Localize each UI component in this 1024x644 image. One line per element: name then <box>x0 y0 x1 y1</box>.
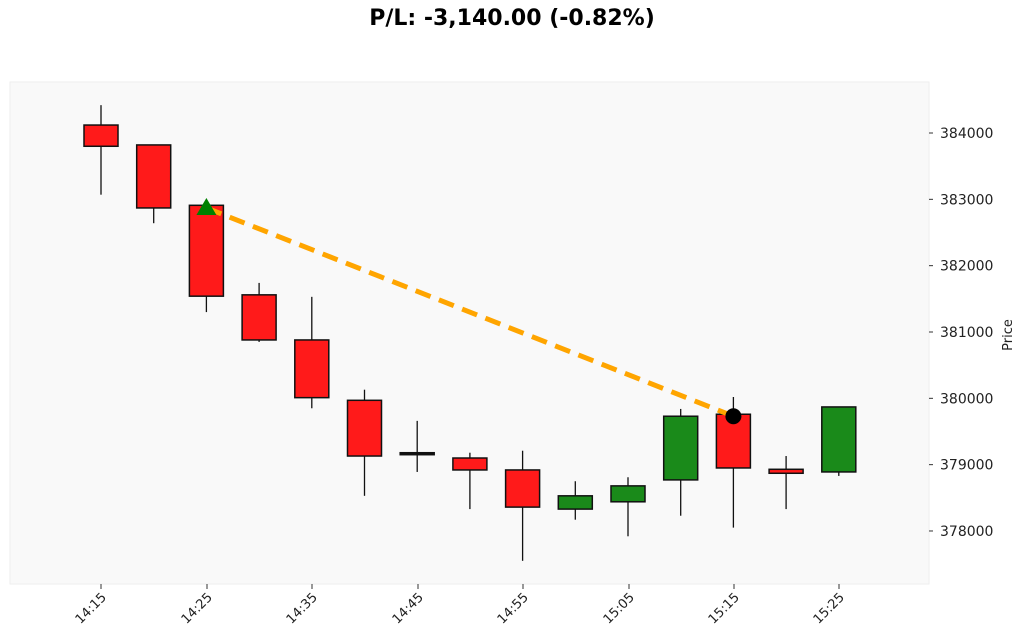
candle-body <box>768 468 804 475</box>
candle-body <box>504 469 541 508</box>
y-tick-label: 378000 <box>940 524 993 540</box>
trade-line <box>205 205 735 419</box>
candle <box>610 477 646 537</box>
x-tick-label: 14:55 <box>495 590 532 627</box>
y-tick-label: 384000 <box>940 126 993 142</box>
candle-body <box>188 204 225 297</box>
x-tick-label: 15:25 <box>811 590 848 627</box>
y-tick-label: 380000 <box>940 391 993 407</box>
candle-body <box>610 485 646 503</box>
candle-body <box>821 406 857 473</box>
chart-title: P/L: -3,140.00 (-0.82%) <box>369 6 655 31</box>
candle-body <box>294 339 330 399</box>
candle-body <box>399 451 435 456</box>
y-tick-label: 382000 <box>940 259 993 275</box>
candles-layer <box>83 105 857 561</box>
entry-triangle-icon <box>196 197 217 215</box>
candle-body <box>241 294 277 341</box>
y-axis-label: Price <box>1001 319 1016 351</box>
y-tick-label: 383000 <box>940 192 993 208</box>
x-tick-label: 15:05 <box>601 590 638 627</box>
candle <box>504 450 541 561</box>
candle <box>346 389 383 496</box>
candle-body <box>135 144 172 209</box>
candle <box>821 406 857 476</box>
candle <box>768 456 804 510</box>
y-axis: 378000 379000 380000 381000 382000 383000 3840… <box>929 126 993 540</box>
candle <box>452 452 488 510</box>
x-tick-label: 14:45 <box>390 590 427 627</box>
candle-body <box>662 415 699 481</box>
candle-body <box>557 495 594 510</box>
candle <box>188 204 225 313</box>
x-tick-label: 15:15 <box>706 590 743 627</box>
candle <box>135 144 172 224</box>
candle-body <box>83 124 119 148</box>
candle <box>83 105 119 195</box>
candle <box>399 420 435 472</box>
x-tick-label: 14:25 <box>179 590 216 627</box>
y-tick-label: 381000 <box>940 325 993 341</box>
x-axis: 14:15 14:25 14:35 14:45 14:55 15:05 15:15 15:25 <box>73 584 848 627</box>
candle <box>662 408 699 516</box>
candle <box>241 282 277 342</box>
x-tick-label: 14:15 <box>73 590 110 627</box>
trade-layer <box>196 197 742 425</box>
exit-circle-icon <box>725 408 742 425</box>
candle-body <box>346 399 383 457</box>
candle <box>294 296 330 409</box>
candle <box>557 481 594 520</box>
candle-body <box>452 457 488 471</box>
x-tick-label: 14:35 <box>284 590 321 627</box>
y-tick-label: 379000 <box>940 458 993 474</box>
